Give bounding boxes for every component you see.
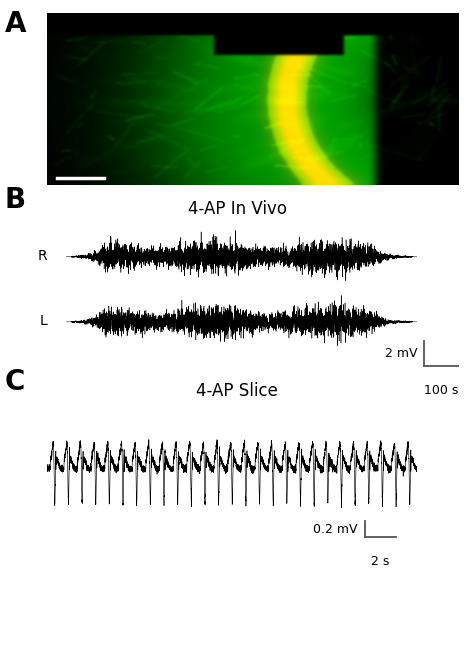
Text: 4-AP In Vivo: 4-AP In Vivo (188, 200, 286, 218)
Text: 4-AP Slice: 4-AP Slice (196, 382, 278, 400)
Text: 100 s: 100 s (424, 384, 458, 397)
Text: 2 mV: 2 mV (384, 347, 417, 360)
Text: 0.2 mV: 0.2 mV (313, 523, 358, 536)
Text: A: A (5, 10, 26, 38)
Text: C: C (5, 368, 25, 396)
Text: R: R (38, 249, 47, 263)
Text: 2 s: 2 s (371, 555, 390, 568)
Text: L: L (40, 314, 47, 328)
Text: B: B (5, 186, 26, 214)
